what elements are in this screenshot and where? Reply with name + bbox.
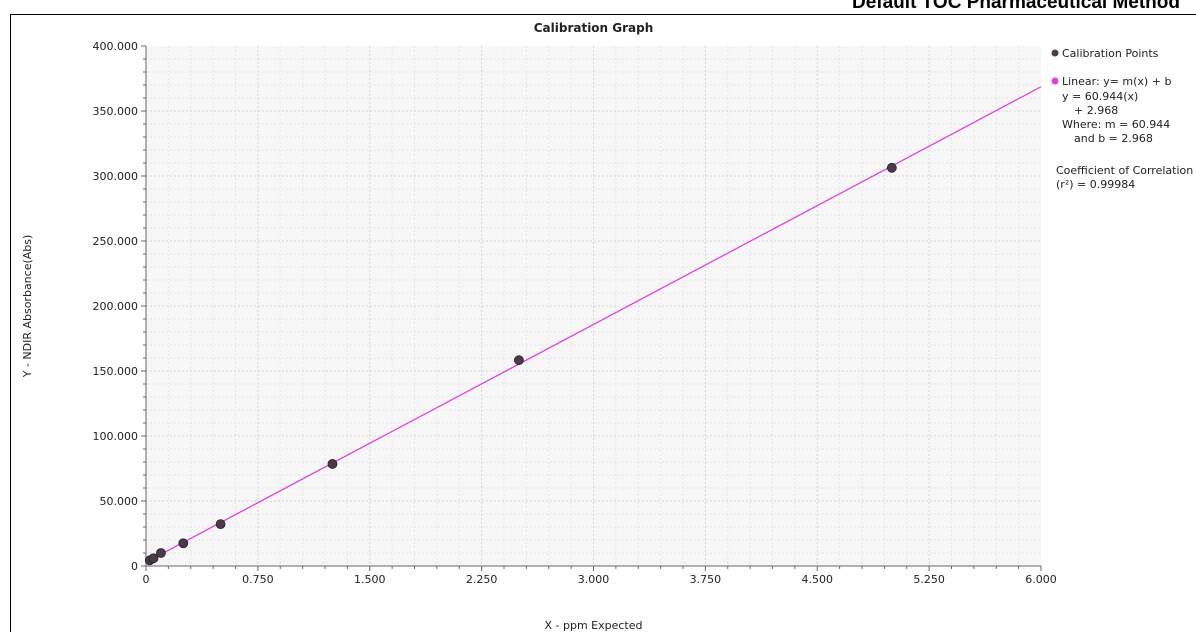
report-title: Default TOC Pharmaceutical Method <box>852 0 1180 13</box>
x-tick-label: 1.500 <box>354 573 386 586</box>
y-tick-label: 100.000 <box>93 430 139 443</box>
x-axis-label: X - ppm Expected <box>545 619 643 632</box>
x-tick-label: 6.000 <box>1025 573 1057 586</box>
y-tick-label: 350.000 <box>93 105 139 118</box>
y-axis-label: Y - NDIR Absorbance(Abs) <box>21 235 34 379</box>
calibration-point <box>886 162 897 173</box>
legend-coefficient-label: Coefficient of Correlation <box>1056 164 1193 177</box>
calibration-point <box>178 538 189 549</box>
x-tick-label: 5.250 <box>913 573 945 586</box>
calibration-point <box>156 548 166 558</box>
x-tick-label: 0.750 <box>242 573 274 586</box>
chart-title: Calibration Graph <box>534 21 654 35</box>
y-tick-label: 250.000 <box>93 235 139 248</box>
calibration-point <box>215 519 226 530</box>
y-tick-label: 400.000 <box>93 40 139 53</box>
legend-linear: Linear: y= m(x) + b <box>1062 75 1171 88</box>
y-tick-label: 300.000 <box>93 170 139 183</box>
calibration-chart: 0 0.750 1.500 2.250 3.000 3.750 4.500 5.250 6.00… <box>21 21 1193 632</box>
legend-and-b: and b = 2.968 <box>1074 132 1153 145</box>
x-tick-label: 3.750 <box>690 573 722 586</box>
legend-marker-calibration-points <box>1051 49 1059 57</box>
calibration-point <box>327 459 338 469</box>
y-tick-label: 150.000 <box>93 365 139 378</box>
legend-equation-line-1: y = 60.944(x) <box>1062 90 1138 103</box>
legend-calibration-points: Calibration Points <box>1062 47 1159 60</box>
calibration-point <box>514 355 524 366</box>
y-tick-label: 50.000 <box>100 495 139 508</box>
legend-marker-linear <box>1051 77 1059 85</box>
chart-frame: 0 0.750 1.500 2.250 3.000 3.750 4.500 5.250 6.00… <box>10 14 1196 632</box>
legend-where-m: Where: m = 60.944 <box>1062 118 1170 131</box>
y-tick-label: 0 <box>131 560 138 573</box>
x-tick-label: 0 <box>143 573 150 586</box>
x-tick-label: 4.500 <box>802 573 834 586</box>
y-tick-label: 200.000 <box>93 300 139 313</box>
calibration-point <box>148 553 159 564</box>
x-tick-label: 2.250 <box>466 573 498 586</box>
x-tick-label: 3.000 <box>578 573 610 586</box>
legend-equation-line-2: + 2.968 <box>1074 104 1118 117</box>
legend-coefficient-value: (r²) = 0.99984 <box>1056 178 1135 191</box>
